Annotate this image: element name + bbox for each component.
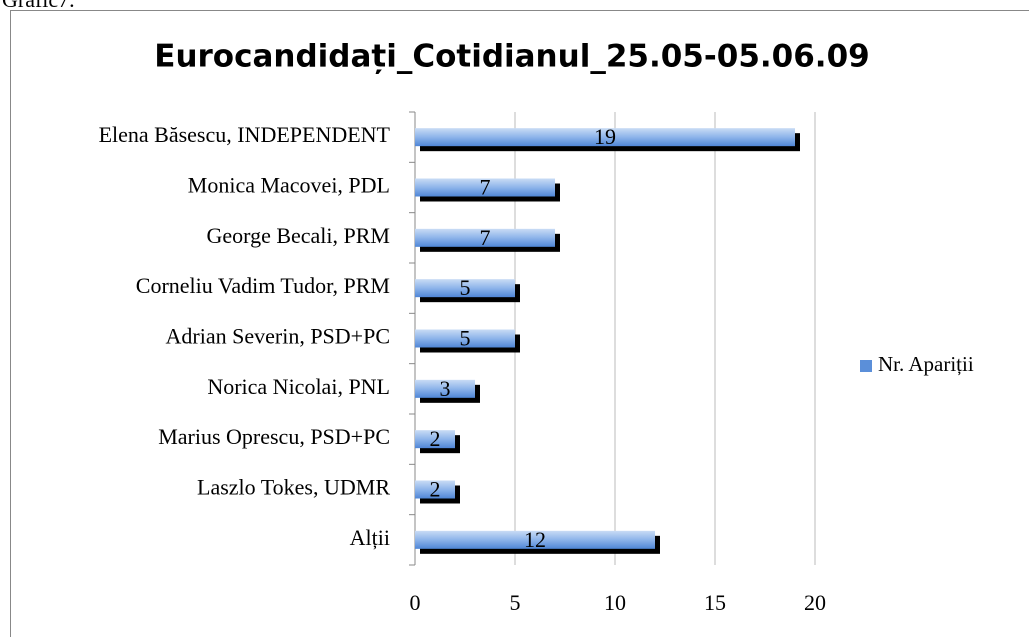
- data-label: 5: [460, 326, 471, 351]
- y-tick-label: Corneliu Vadim Tudor, PRM: [136, 273, 390, 298]
- data-label: 2: [430, 477, 441, 502]
- data-label: 3: [440, 376, 451, 401]
- y-tick-label: Marius Oprescu, PSD+PC: [158, 424, 390, 449]
- data-label: 2: [430, 426, 441, 451]
- x-tick-label: 15: [704, 590, 726, 615]
- bar: [415, 329, 515, 348]
- y-tick-label: George Becali, PRM: [206, 223, 390, 248]
- x-tick-label: 5: [510, 590, 521, 615]
- legend-swatch: [860, 360, 872, 372]
- legend-label: Nr. Apariții: [878, 352, 974, 376]
- bar: [415, 178, 555, 197]
- y-tick-label: Adrian Severin, PSD+PC: [166, 324, 390, 349]
- bar: [415, 228, 555, 247]
- x-tick-label: 20: [804, 590, 826, 615]
- data-label: 5: [460, 275, 471, 300]
- bar: [415, 530, 655, 549]
- bar: [415, 480, 455, 499]
- bar: [415, 279, 515, 298]
- x-tick-label: 10: [604, 590, 626, 615]
- data-label: 19: [594, 124, 616, 149]
- bar: [415, 379, 475, 398]
- x-tick-label: 0: [410, 590, 421, 615]
- chart-title: Eurocandidați_Cotidianul_25.05-05.06.09: [154, 39, 869, 75]
- y-tick-label: Norica Nicolai, PNL: [207, 374, 390, 399]
- bar: [415, 128, 795, 147]
- data-label: 7: [480, 175, 491, 200]
- data-label: 7: [480, 225, 491, 250]
- y-tick-label: Monica Macovei, PDL: [188, 173, 390, 198]
- y-tick-label: Laszlo Tokes, UDMR: [197, 475, 390, 500]
- y-tick-label: Alții: [350, 525, 390, 550]
- caption: Grafic7.: [2, 0, 75, 12]
- data-label: 12: [524, 527, 546, 552]
- y-tick-label: Elena Băsescu, INDEPENDENT: [99, 122, 391, 147]
- bar: [415, 430, 455, 449]
